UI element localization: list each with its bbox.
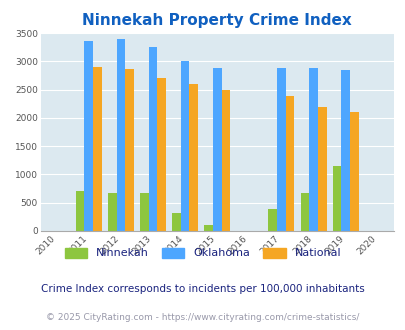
Bar <box>180 61 189 231</box>
Bar <box>300 193 309 231</box>
Bar <box>268 209 277 231</box>
Text: © 2025 CityRating.com - https://www.cityrating.com/crime-statistics/: © 2025 CityRating.com - https://www.city… <box>46 313 359 322</box>
Bar <box>172 214 180 231</box>
Bar <box>277 68 285 231</box>
Bar <box>125 69 134 231</box>
Bar <box>148 47 157 231</box>
Title: Ninnekah Property Crime Index: Ninnekah Property Crime Index <box>82 13 351 28</box>
Bar <box>349 112 358 231</box>
Bar <box>108 192 116 231</box>
Bar <box>189 84 198 231</box>
Bar <box>212 68 221 231</box>
Bar <box>76 191 84 231</box>
Bar <box>341 70 349 231</box>
Bar <box>332 166 341 231</box>
Bar <box>157 78 166 231</box>
Bar <box>285 96 294 231</box>
Bar <box>309 68 317 231</box>
Text: Crime Index corresponds to incidents per 100,000 inhabitants: Crime Index corresponds to incidents per… <box>41 284 364 294</box>
Bar <box>116 39 125 231</box>
Bar <box>317 107 326 231</box>
Bar <box>140 193 148 231</box>
Bar <box>84 41 93 231</box>
Bar <box>93 67 102 231</box>
Legend: Ninnekah, Oklahoma, National: Ninnekah, Oklahoma, National <box>60 243 345 263</box>
Bar <box>204 225 212 231</box>
Bar <box>221 90 230 231</box>
